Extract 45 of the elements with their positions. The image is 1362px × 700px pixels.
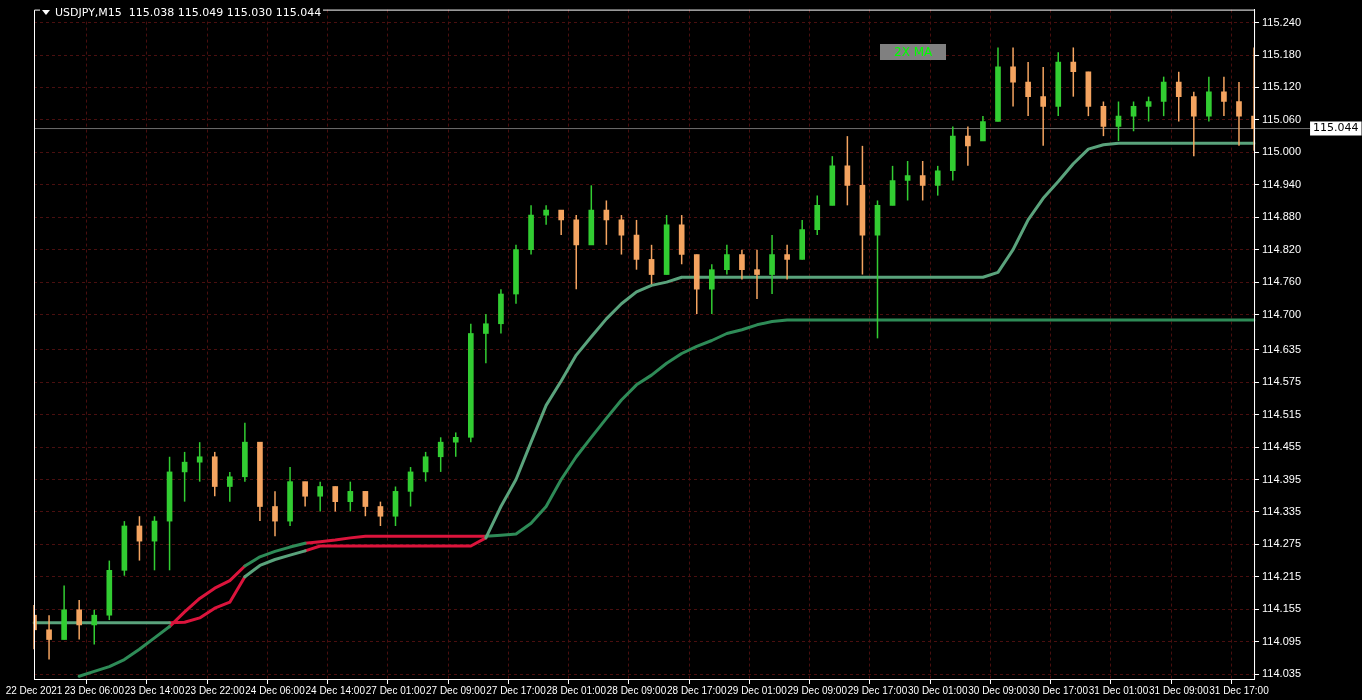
y-tick-label: 114.455 [1262, 440, 1302, 453]
x-tick-label: 31 Dec 01:00 [1088, 684, 1149, 696]
x-tick-label: 28 Dec 09:00 [606, 684, 667, 696]
y-tick-label: 114.095 [1262, 634, 1302, 647]
y-tick-label: 114.515 [1262, 407, 1302, 420]
annotation: 2X MA [880, 44, 947, 60]
y-tick-label: 114.760 [1262, 275, 1302, 288]
x-tick-label: 30 Dec 17:00 [1028, 684, 1089, 696]
x-tick-label: 23 Dec 14:00 [124, 684, 185, 696]
x-tick-label: 27 Dec 17:00 [486, 684, 547, 696]
y-tick-label: 115.060 [1262, 112, 1302, 125]
y-tick-label: 115.180 [1262, 48, 1302, 61]
x-tick-label: 22 Dec 2021 [5, 684, 63, 696]
y-tick-label: 114.155 [1262, 602, 1302, 615]
y-tick-label: 114.275 [1262, 537, 1302, 550]
y-tick-label: 114.635 [1262, 342, 1302, 355]
y-tick-label: 114.215 [1262, 569, 1302, 582]
ref-line-label: 115.044 [1313, 121, 1359, 135]
x-tick-label: 28 Dec 01:00 [546, 684, 607, 696]
x-tick-label: 30 Dec 09:00 [968, 684, 1029, 696]
x-tick-label: 31 Dec 09:00 [1148, 684, 1209, 696]
y-tick-label: 114.940 [1262, 177, 1302, 190]
y-tick-label: 115.000 [1262, 145, 1302, 158]
x-tick-label: 24 Dec 06:00 [245, 684, 306, 696]
x-tick-label: 27 Dec 01:00 [365, 684, 426, 696]
chart-title: USDJPY,M15 115.038 115.049 115.030 115.044 [55, 6, 322, 19]
y-tick-label: 115.120 [1262, 80, 1302, 93]
y-tick-label: 114.820 [1262, 242, 1302, 255]
x-tick-label: 29 Dec 09:00 [787, 684, 848, 696]
x-tick-label: 27 Dec 09:00 [426, 684, 486, 696]
x-tick-label: 24 Dec 14:00 [305, 684, 366, 696]
y-tick-label: 114.575 [1262, 375, 1302, 388]
y-tick-label: 114.035 [1262, 667, 1302, 680]
x-tick-label: 29 Dec 17:00 [847, 684, 908, 696]
y-tick-label: 114.880 [1262, 210, 1302, 223]
x-tick-label: 30 Dec 01:00 [907, 684, 968, 696]
y-tick-label: 114.395 [1262, 472, 1302, 485]
x-tick-label: 28 Dec 17:00 [667, 684, 727, 696]
x-tick-label: 23 Dec 06:00 [64, 684, 125, 696]
y-tick-label: 115.240 [1262, 15, 1302, 28]
y-tick-label: 114.700 [1262, 307, 1302, 320]
y-tick-label: 114.335 [1262, 504, 1302, 517]
x-tick-label: 31 Dec 17:00 [1209, 684, 1270, 696]
x-tick-label: 29 Dec 01:00 [727, 684, 788, 696]
x-tick-label: 23 Dec 22:00 [185, 684, 245, 696]
